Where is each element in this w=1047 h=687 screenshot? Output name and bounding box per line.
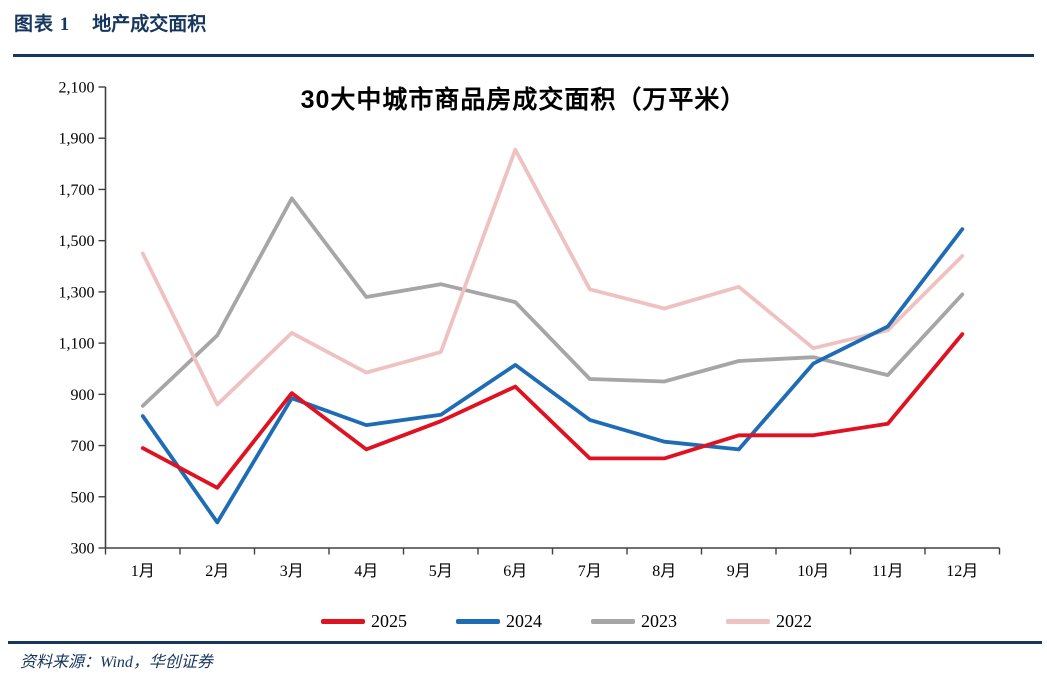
x-tick-label: 9月 (727, 563, 751, 580)
y-tick-label: 700 (71, 438, 95, 455)
figure-header: 图表 1 地产成交面积 (14, 9, 206, 36)
axis-lines (104, 87, 1000, 549)
x-tick-label: 2月 (205, 563, 229, 580)
x-tick-label: 1月 (131, 563, 155, 580)
figure-title: 地产成交面积 (92, 14, 207, 35)
y-axis-labels: 300 500 700 900 1,100 1,300 1,500 1,700 1,900 2,1… (59, 80, 95, 558)
legend-label-2025: 2025 (371, 611, 407, 631)
y-tick-label: 300 (71, 541, 95, 558)
x-tick-label: 7月 (578, 563, 602, 580)
series-line-2022 (140, 147, 965, 407)
x-tick-label: 10月 (797, 563, 829, 580)
y-tick-label: 500 (71, 489, 95, 506)
legend-swatch-2022 (726, 618, 770, 624)
y-tick-label: 2,100 (59, 80, 95, 97)
figure-number: 图表 1 (14, 14, 71, 35)
y-axis-ticks (98, 86, 106, 549)
header-rule (13, 54, 1034, 57)
x-axis-labels: 1月 2月 3月 4月 5月 6月 7月 8月 9月 10月 11月 12月 (131, 563, 979, 580)
x-tick-label: 4月 (354, 563, 378, 580)
y-tick-label: 1,300 (59, 284, 95, 301)
x-tick-label: 5月 (429, 563, 453, 580)
legend-label-2022: 2022 (776, 611, 812, 631)
series-line-2024 (140, 227, 965, 525)
series-line-2025 (140, 332, 965, 490)
y-tick-label: 1,500 (59, 233, 95, 250)
series-line-2023 (140, 196, 965, 408)
legend-label-2024: 2024 (506, 611, 542, 631)
y-tick-label: 900 (71, 387, 95, 404)
legend-item-2024: 2024 (456, 612, 542, 630)
x-tick-label: 6月 (503, 563, 527, 580)
y-tick-label: 1,900 (59, 131, 95, 148)
axes (104, 87, 1000, 549)
legend-item-2023: 2023 (591, 612, 677, 630)
legend-item-2025: 2025 (321, 612, 407, 630)
x-tick-label: 3月 (280, 563, 304, 580)
chart-legend: 2025 2024 2023 2022 (105, 612, 1000, 630)
chart-title: 30大中城市商品房成交面积（万平米） (300, 86, 747, 114)
source-note: 资料来源：Wind，华创证券 (20, 654, 213, 671)
y-tick-label: 1,700 (59, 182, 95, 199)
x-tick-label: 8月 (652, 563, 676, 580)
legend-label-2023: 2023 (641, 611, 677, 631)
footer-rule (8, 641, 1042, 644)
x-tick-label: 11月 (872, 563, 903, 580)
legend-item-2022: 2022 (726, 612, 812, 630)
legend-swatch-2024 (456, 618, 500, 624)
x-axis-ticks (104, 548, 1001, 555)
y-tick-label: 1,100 (59, 336, 95, 353)
x-tick-label: 12月 (946, 563, 978, 580)
legend-swatch-2025 (321, 618, 365, 624)
legend-swatch-2023 (591, 618, 635, 624)
